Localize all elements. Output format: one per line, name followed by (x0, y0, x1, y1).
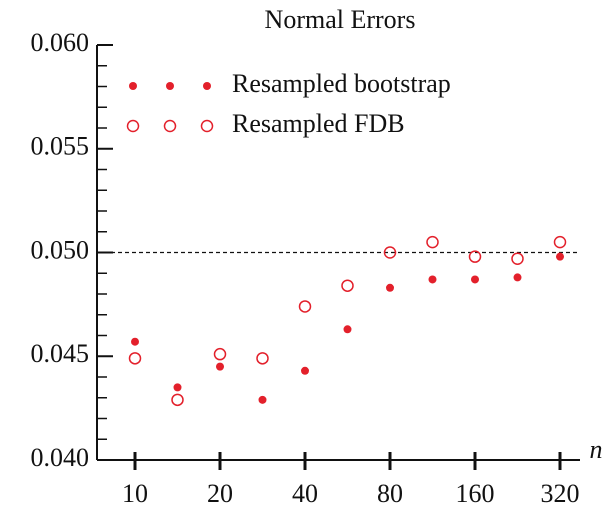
legend-marker (203, 82, 211, 90)
point (213, 347, 227, 361)
point (128, 352, 142, 365)
legend-marker (200, 119, 214, 133)
legend-marker (126, 119, 140, 133)
legend-label: Resampled bootstrap (232, 69, 451, 98)
x-tick-label: 80 (377, 479, 403, 508)
point (171, 393, 184, 407)
point (556, 252, 564, 261)
legend-marker (163, 119, 177, 133)
y-tick-label: 0.055 (31, 132, 90, 161)
x-tick-label: 40 (292, 479, 318, 508)
point (131, 337, 139, 346)
chart-title: Normal Errors (265, 5, 416, 34)
point (341, 279, 354, 292)
point (258, 395, 267, 404)
y-tick-label: 0.050 (31, 235, 90, 264)
point (383, 246, 397, 259)
point (511, 252, 524, 265)
x-axis-label: n (590, 435, 603, 464)
y-tick-label: 0.045 (31, 339, 90, 368)
point (386, 283, 394, 292)
y-tick-label: 0.040 (31, 443, 90, 472)
point (468, 250, 482, 263)
point (513, 273, 522, 282)
x-tick-label: 320 (541, 479, 580, 508)
point (428, 275, 437, 284)
point (298, 300, 312, 313)
point (256, 352, 269, 365)
y-tick-label: 0.060 (31, 28, 90, 57)
point (301, 366, 309, 375)
legend-label: Resampled FDB (232, 109, 405, 138)
legend-marker (166, 82, 174, 90)
point (553, 235, 567, 249)
point (426, 235, 439, 249)
point (173, 383, 182, 392)
point (471, 275, 479, 284)
legend-marker (129, 82, 137, 90)
point (343, 325, 352, 334)
x-tick-label: 160 (456, 479, 495, 508)
point (216, 362, 224, 371)
x-tick-label: 10 (122, 479, 148, 508)
x-tick-label: 20 (207, 479, 233, 508)
